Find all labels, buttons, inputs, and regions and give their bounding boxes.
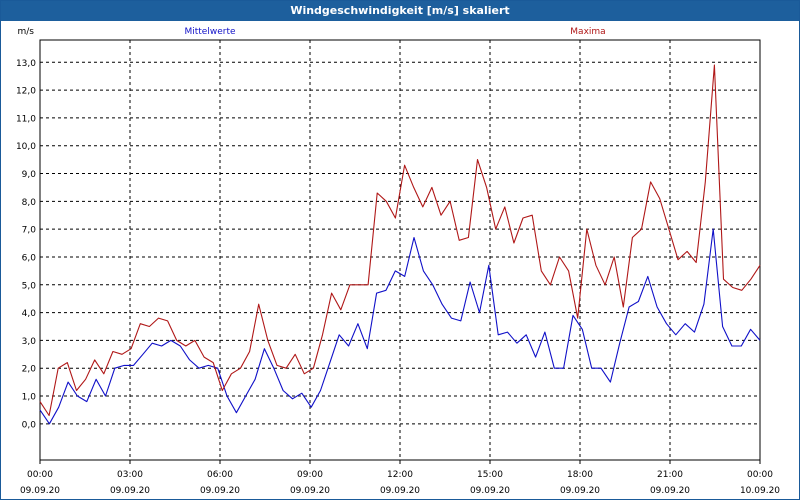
x-tick-date: 09.09.20 xyxy=(380,486,420,496)
y-tick-label: 13,0 xyxy=(16,59,36,69)
y-tick-label: 9,0 xyxy=(22,170,37,180)
y-tick-label: 3,0 xyxy=(22,337,37,347)
y-tick-label: 12,0 xyxy=(16,87,36,97)
x-tick-date: 09.09.20 xyxy=(110,486,150,496)
legend-mittelwerte: Mittelwerte xyxy=(184,27,235,37)
y-axis-label: m/s xyxy=(18,27,35,37)
y-tick-label: 8,0 xyxy=(22,198,37,208)
x-tick-date: 09.09.20 xyxy=(200,486,240,496)
x-tick-time: 18:00 xyxy=(567,470,593,480)
x-tick-date: 09.09.20 xyxy=(470,486,510,496)
plot-border xyxy=(39,39,761,461)
y-tick-label: 0,0 xyxy=(22,420,37,430)
x-tick-time: 00:00 xyxy=(747,470,773,480)
y-tick-label: 1,0 xyxy=(22,393,37,403)
legend-maxima: Maxima xyxy=(570,27,605,37)
x-tick-date: 10.09.20 xyxy=(740,486,780,496)
series-line-mittelwerte xyxy=(39,228,761,425)
y-tick-label: 2,0 xyxy=(22,365,37,375)
x-tick-date: 09.09.20 xyxy=(560,486,600,496)
x-tick-date: 09.09.20 xyxy=(650,486,690,496)
y-tick-label: 10,0 xyxy=(16,142,36,152)
x-tick-time: 12:00 xyxy=(387,470,413,480)
x-tick-time: 15:00 xyxy=(477,470,503,480)
y-tick-label: 5,0 xyxy=(22,281,37,291)
y-tick-label: 4,0 xyxy=(22,309,37,319)
series-line-maxima xyxy=(39,64,761,417)
y-tick-label: 6,0 xyxy=(22,253,37,263)
window-title: Windgeschwindigkeit [m/s] skaliert xyxy=(1,1,799,21)
x-tick-date: 09.09.20 xyxy=(290,486,330,496)
x-tick-time: 03:00 xyxy=(117,470,143,480)
x-tick-time: 21:00 xyxy=(657,470,683,480)
x-tick-time: 09:00 xyxy=(297,470,323,480)
x-tick-time: 06:00 xyxy=(207,470,233,480)
x-tick-date: 09.09.20 xyxy=(20,486,60,496)
x-tick-time: 00:00 xyxy=(27,470,53,480)
y-tick-label: 7,0 xyxy=(22,226,37,236)
y-tick-label: 11,0 xyxy=(16,114,36,124)
